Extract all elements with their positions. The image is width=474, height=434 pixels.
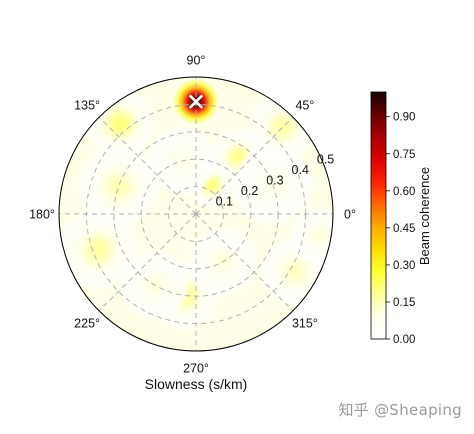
angular-grid-line xyxy=(98,116,197,215)
colorbar: 0.00 0.15 0.30 0.45 0.60 0.75 0.90 Beam cohere… xyxy=(370,91,432,346)
angle-tick-label: 135° xyxy=(74,99,100,113)
x-axis-label: Slowness (s/km) xyxy=(145,376,248,392)
colorbar-gradient xyxy=(370,91,387,340)
colorbar-tick-label: 0.90 xyxy=(393,112,415,124)
polar-outer-ring xyxy=(58,76,334,352)
angle-tick-label: 45° xyxy=(295,99,314,113)
colorbar-tick-label: 0.15 xyxy=(393,297,415,309)
coherence-blob xyxy=(76,143,161,229)
angle-tick-label: 180° xyxy=(29,208,55,222)
angle-tick-label: 90° xyxy=(187,54,206,68)
angle-tick-label: 315° xyxy=(292,316,318,330)
peak-cross-stroke xyxy=(189,94,203,109)
colorbar-tick-label: 0.30 xyxy=(393,260,415,272)
radial-tick-label: 0.2 xyxy=(241,184,258,198)
watermark-text: 知乎 @Sheaping xyxy=(338,401,462,419)
coherence-blob xyxy=(59,207,141,292)
angular-grid-line xyxy=(98,213,197,312)
colorbar-tick-label: 0.75 xyxy=(393,149,415,161)
radial-tick-label: 0.5 xyxy=(317,153,334,167)
colorbar-label: Beam coherence xyxy=(417,167,432,265)
colorbar-tick-label: 0.00 xyxy=(393,334,415,346)
radial-tick-label: 0.3 xyxy=(266,174,283,188)
angle-tick-label: 225° xyxy=(74,316,100,330)
coherence-blob xyxy=(289,205,333,267)
radial-tick-label: 0.4 xyxy=(292,163,309,177)
colorbar-ticks: 0.00 0.15 0.30 0.45 0.60 0.75 0.90 xyxy=(386,112,415,346)
colorbar-tick-label: 0.60 xyxy=(393,186,415,198)
colorbar-tick-label: 0.45 xyxy=(393,223,415,235)
angle-tick-labels: 0° 45° 90° 135° 180° 225° 270° 315° xyxy=(29,54,356,376)
radial-tick-labels: 0.1 0.2 0.3 0.4 0.5 xyxy=(216,153,335,209)
angular-grid-line xyxy=(195,116,294,215)
radial-tick-label: 0.1 xyxy=(216,195,233,209)
angle-tick-label: 0° xyxy=(344,208,356,222)
polar-plot-area: 0°45°90°135°180°225°270°315° 0.10.20.30.… xyxy=(29,54,356,393)
angular-grid-line xyxy=(195,213,294,312)
angle-tick-label: 270° xyxy=(183,362,209,376)
peak-marker xyxy=(189,94,203,109)
